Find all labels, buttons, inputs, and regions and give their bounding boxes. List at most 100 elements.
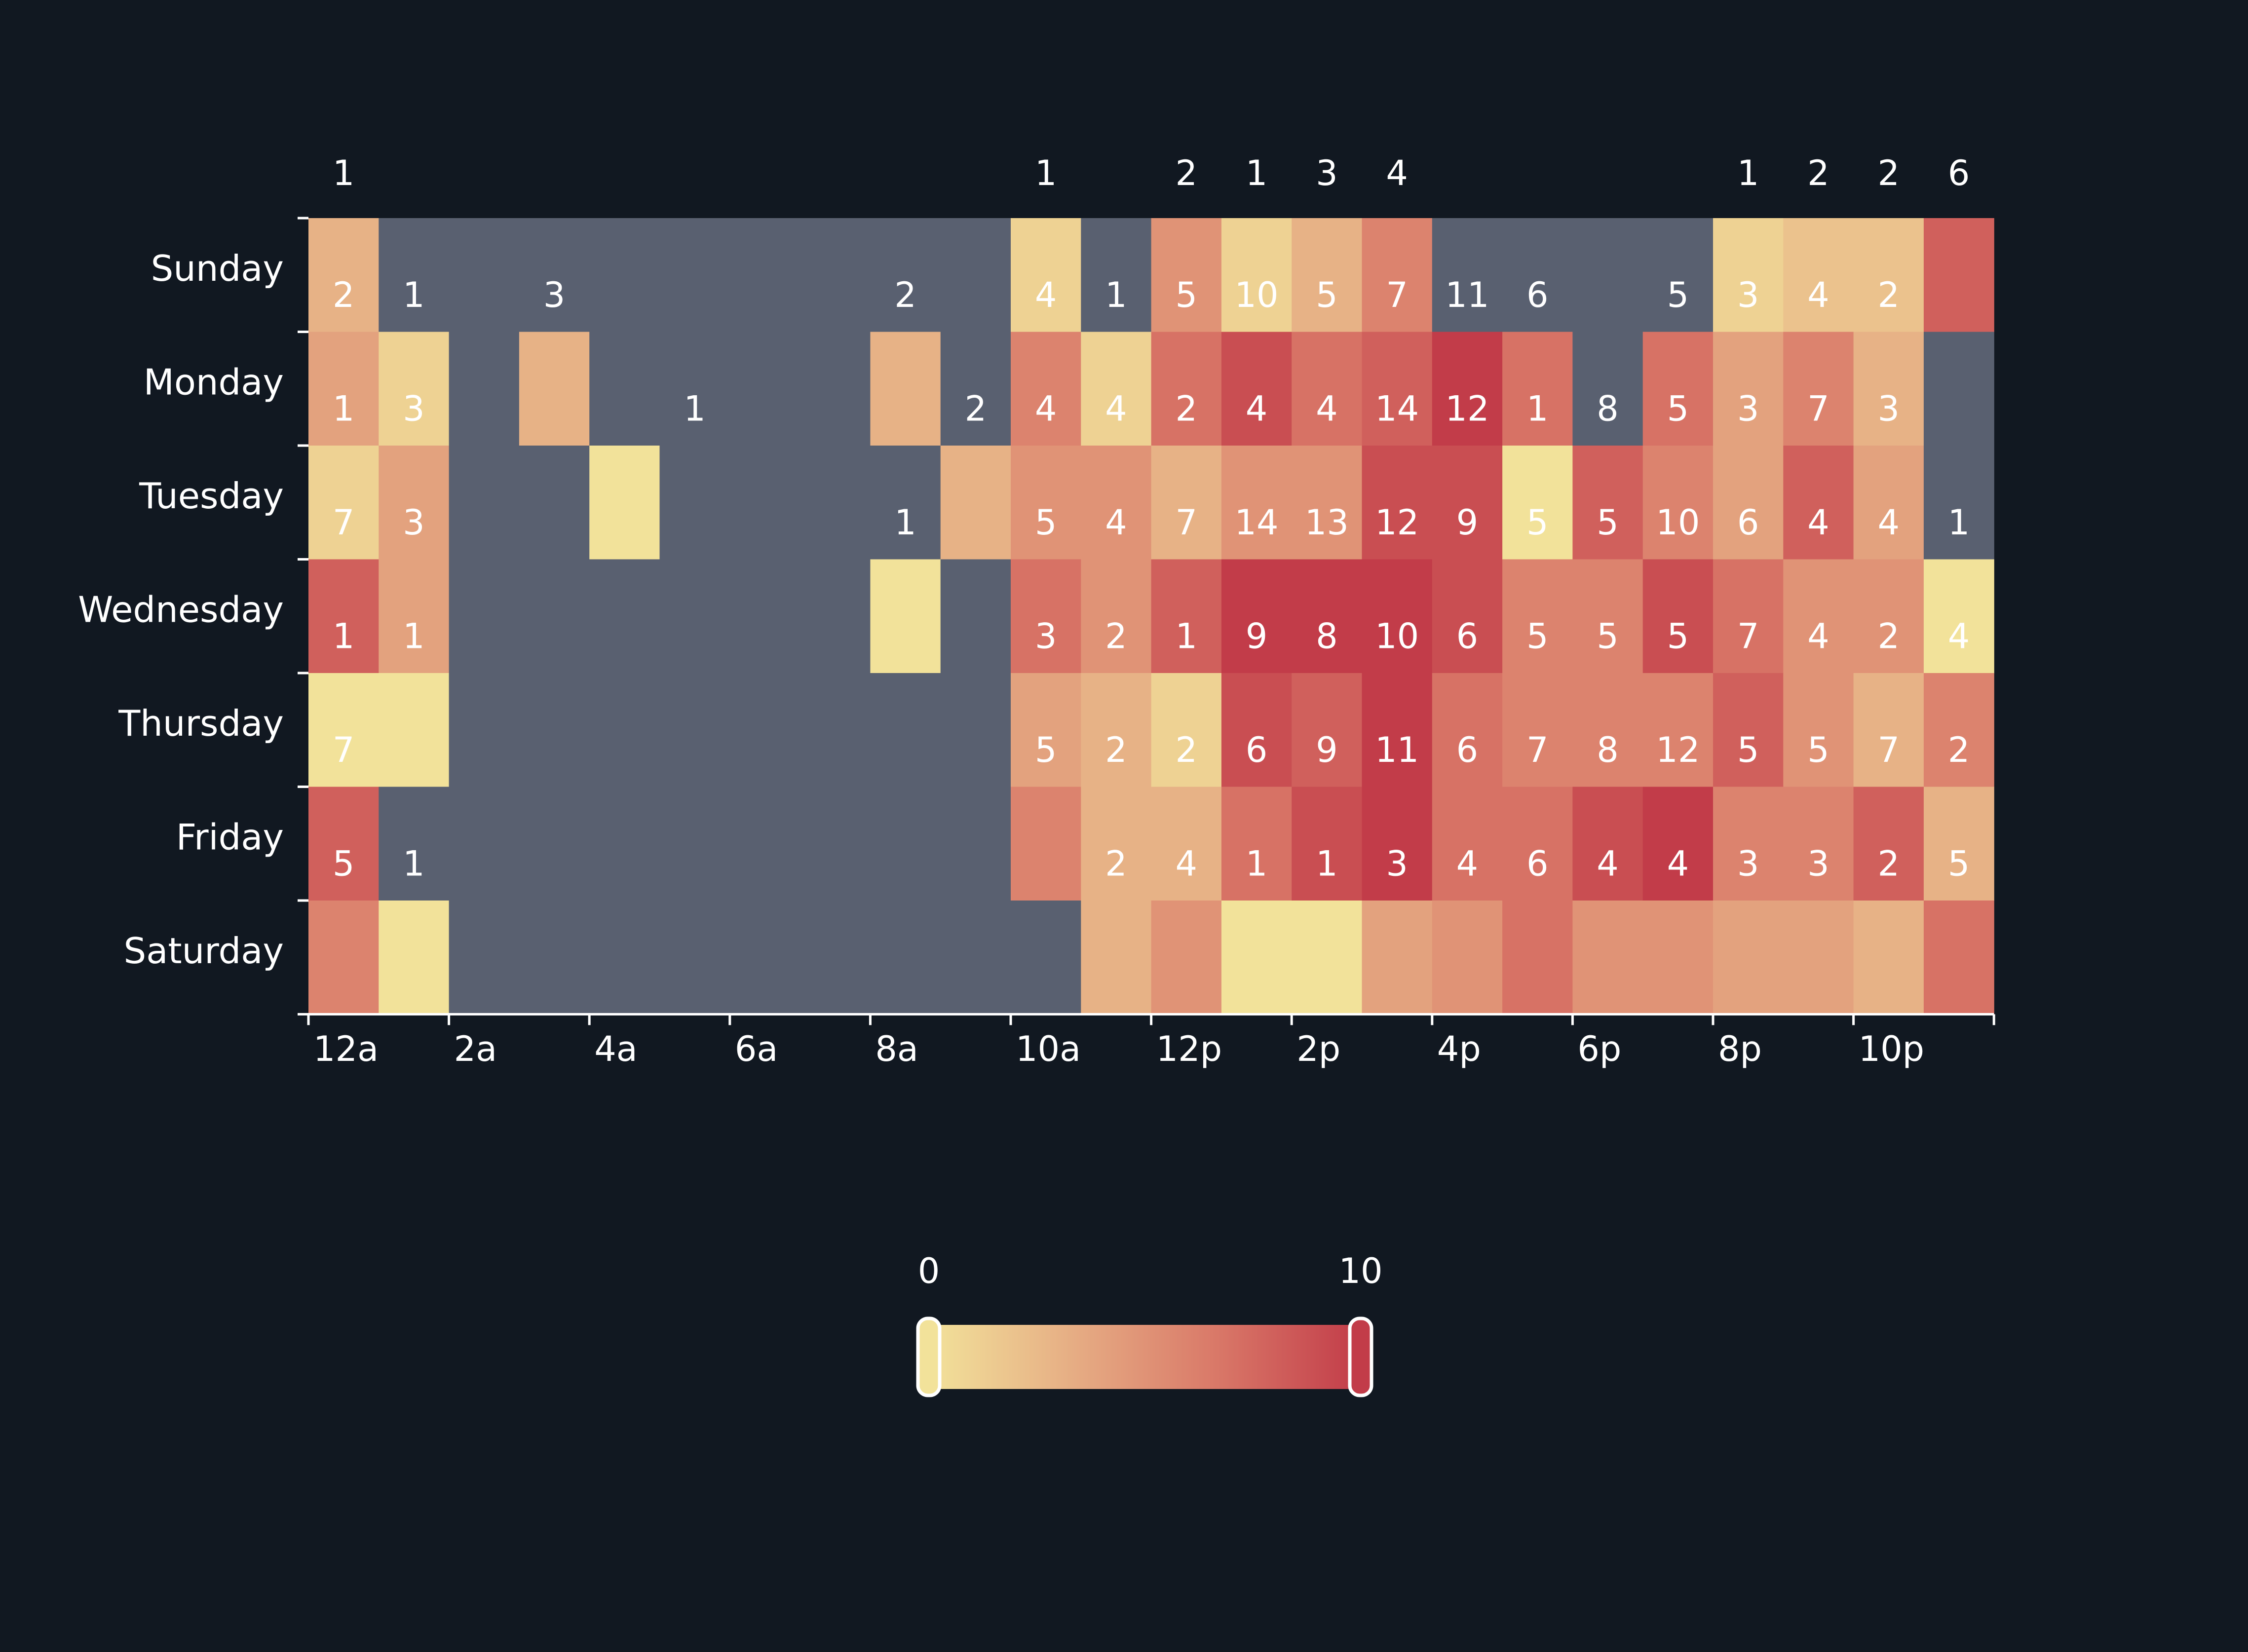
heatmap-cell-thursday-7a [800, 673, 871, 788]
heatmap-cell-saturday-10p [1853, 901, 1924, 1015]
heatmap-cell-friday-9p [1783, 787, 1854, 901]
heatmap-cell-thursday-6p [1572, 673, 1643, 788]
column-top-label: 2 [1807, 153, 1829, 193]
cell-value-label: 2 [1105, 730, 1127, 770]
cell-value-label: 4 [1316, 388, 1338, 429]
cell-value-label: 2 [1105, 843, 1127, 884]
heatmap-cell-saturday-3a [519, 901, 590, 1015]
heatmap-cell-monday-4a [589, 332, 660, 446]
cell-value-label: 4 [1877, 502, 1900, 543]
cell-value-label: 1 [1526, 388, 1549, 429]
column-top-label: 1 [1246, 153, 1268, 193]
heatmap-cell-saturday-9a [940, 901, 1011, 1015]
cell-value-label: 5 [1737, 730, 1759, 770]
heatmap-cell-monday-12a [308, 332, 379, 446]
cell-value-label: 4 [1807, 275, 1829, 315]
cell-value-label: 6 [1526, 843, 1549, 884]
heatmap-cell-thursday-9a [940, 673, 1011, 788]
heatmap-cell-wednesday-12a [308, 559, 379, 674]
cell-value-label: 2 [1948, 730, 1970, 770]
cell-value-label: 5 [1807, 730, 1829, 770]
heatmap-cell-wednesday-1a [379, 559, 450, 674]
heatmap-cell-tuesday-3p [1362, 446, 1433, 560]
x-axis-tick-label: 6p [1577, 1029, 1621, 1069]
heatmap-cell-sunday-12p [1151, 218, 1222, 333]
heatmap-cell-friday-10a [1011, 787, 1081, 901]
column-top-label: 4 [1386, 153, 1408, 193]
heatmap-cell-sunday-2p [1292, 218, 1363, 333]
cell-value-label: 5 [1667, 388, 1689, 429]
heatmap-cell-sunday-1a [379, 218, 450, 333]
heatmap-cell-wednesday-9p [1783, 559, 1854, 674]
cell-value-label: 6 [1526, 275, 1549, 315]
legend-min-label: 0 [918, 1251, 940, 1291]
heatmap-cell-tuesday-12a [308, 446, 379, 560]
heatmap-cell-friday-6a [729, 787, 800, 901]
heatmap-cell-thursday-2a [449, 673, 520, 788]
heatmap-cell-sunday-6p [1572, 218, 1643, 333]
cell-value-label: 2 [1175, 388, 1197, 429]
cell-value-label: 4 [1456, 843, 1479, 884]
cell-value-label: 3 [1807, 843, 1829, 884]
y-axis-label-monday: Monday [144, 361, 284, 403]
heatmap-cell-wednesday-11a [1081, 559, 1152, 674]
heatmap-cell-tuesday-5p [1502, 446, 1573, 560]
heatmap-cell-wednesday-8a [870, 559, 941, 674]
heatmap-cell-tuesday-11a [1081, 446, 1152, 560]
heatmap-cell-saturday-6p [1572, 901, 1643, 1015]
heatmap-cell-saturday-4p [1432, 901, 1503, 1015]
cell-value-label: 4 [1246, 388, 1268, 429]
y-axis-label-saturday: Saturday [124, 930, 284, 972]
heatmap-cell-saturday-8a [870, 901, 941, 1015]
cell-value-label: 1 [1316, 843, 1338, 884]
cell-value-label: 13 [1305, 502, 1349, 543]
heatmap-cell-wednesday-4p [1432, 559, 1503, 674]
heatmap-cell-saturday-7p [1642, 901, 1714, 1015]
heatmap-cell-saturday-7a [800, 901, 871, 1015]
heatmap-cell-saturday-9p [1783, 901, 1854, 1015]
heatmap-cell-thursday-10a [1011, 673, 1081, 788]
heatmap-cell-tuesday-5a [659, 446, 730, 560]
cell-value-label: 5 [1526, 616, 1549, 656]
heatmap-cell-monday-11p [1923, 332, 1994, 446]
x-axis-tick-label: 8a [875, 1029, 918, 1069]
heatmap-cell-wednesday-7a [800, 559, 871, 674]
heatmap-cell-sunday-5a [659, 218, 730, 333]
heatmap-cell-tuesday-4p [1432, 446, 1503, 560]
heatmap-cell-monday-1a [379, 332, 450, 446]
heatmap-cell-monday-7p [1642, 332, 1714, 446]
heatmap-cell-monday-10a [1011, 332, 1081, 446]
column-top-label: 1 [333, 153, 355, 193]
heatmap-cell-saturday-1a [379, 901, 450, 1015]
y-axis-label-thursday: Thursday [118, 703, 284, 744]
heatmap-cell-saturday-6a [729, 901, 800, 1015]
heatmap-cell-thursday-7p [1642, 673, 1714, 788]
x-axis-tick-label: 4a [594, 1029, 637, 1069]
heatmap-cell-tuesday-11p [1923, 446, 1994, 560]
x-axis-tick-label: 8p [1718, 1029, 1762, 1069]
cell-value-label: 7 [333, 502, 355, 543]
cell-value-label: 1 [1105, 275, 1127, 315]
heatmap-cell-sunday-12a [308, 218, 379, 333]
cell-value-label: 6 [1456, 730, 1479, 770]
heatmap-cell-wednesday-12p [1151, 559, 1222, 674]
heatmap-cell-thursday-8a [870, 673, 941, 788]
cell-value-label: 2 [333, 275, 355, 315]
x-axis-tick-label: 2p [1296, 1029, 1340, 1069]
cell-value-label: 2 [965, 388, 987, 429]
cell-value-label: 4 [1105, 502, 1127, 543]
heatmap-cell-tuesday-2a [449, 446, 520, 560]
heatmap-cell-tuesday-2p [1292, 446, 1363, 560]
legend-max-label: 10 [1338, 1251, 1382, 1291]
heatmap-cell-wednesday-3a [519, 559, 590, 674]
heatmap-cell-sunday-1p [1221, 218, 1292, 333]
heatmap-cell-saturday-12a [308, 901, 379, 1015]
heatmap-cell-monday-12p [1151, 332, 1222, 446]
cell-value-label: 3 [543, 275, 566, 315]
heatmap-cell-saturday-12p [1151, 901, 1222, 1015]
heatmap-cell-saturday-11p [1923, 901, 1994, 1015]
heatmap-cell-monday-2p [1292, 332, 1363, 446]
heatmap-cell-tuesday-1p [1221, 446, 1292, 560]
cell-value-label: 2 [1877, 843, 1900, 884]
cell-value-label: 1 [1175, 616, 1197, 656]
